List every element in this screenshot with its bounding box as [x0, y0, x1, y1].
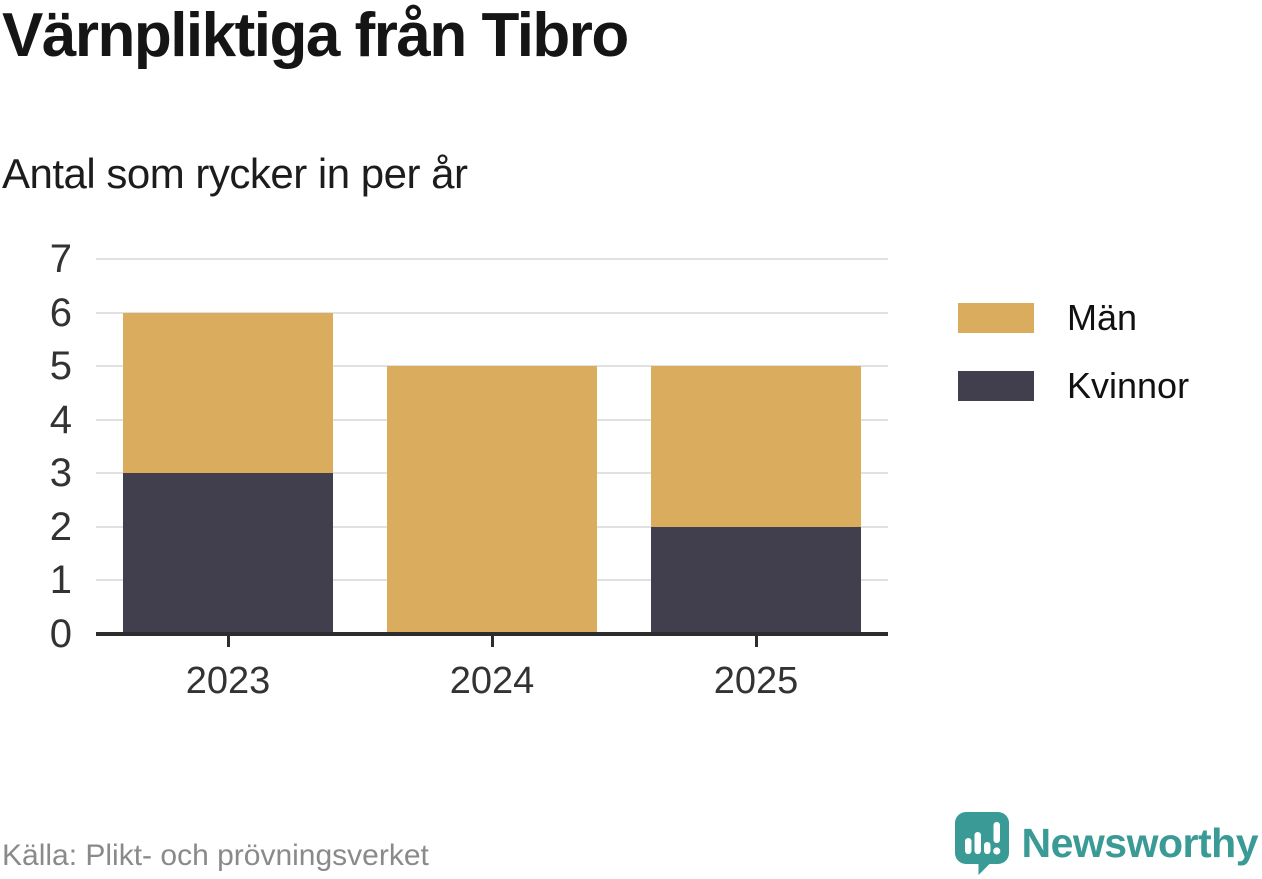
y-tick-label: 2	[49, 504, 72, 549]
brand-logo: Newsworthy	[954, 811, 1259, 875]
bar-segment-kvinnor	[123, 473, 333, 634]
legend-row: Kvinnor	[958, 365, 1189, 407]
source-note: Källa: Plikt- och prövningsverket	[2, 839, 429, 872]
chart-title: Värnpliktiga från Tibro	[2, 1, 629, 70]
y-tick-label: 0	[49, 612, 72, 656]
newsworthy-speech-bubble-chart-icon	[954, 812, 1009, 875]
x-tick-label: 2023	[185, 660, 271, 702]
y-gridline	[96, 258, 888, 260]
legend-swatch	[958, 303, 1034, 333]
legend-label: Kvinnor	[1067, 365, 1190, 406]
legend: Män Kvinnor	[958, 297, 1189, 433]
brand-wordmark: Newsworthy	[1021, 819, 1259, 866]
legend-swatch	[958, 371, 1034, 401]
y-tick-label: 6	[49, 290, 72, 335]
legend-row: Män	[958, 297, 1189, 339]
x-tick-mark	[226, 636, 230, 647]
x-tick-mark	[754, 636, 758, 647]
bar-segment-män	[387, 366, 597, 634]
y-tick-label: 3	[49, 451, 72, 496]
bar-segment-män	[123, 312, 333, 474]
chart-subtitle: Antal som rycker in per år	[2, 150, 468, 197]
y-gridline	[96, 311, 888, 314]
y-tick-label: 5	[49, 344, 72, 389]
x-tick-label: 2024	[449, 660, 535, 702]
bar-segment-män	[651, 366, 861, 527]
y-tick-label: 4	[49, 397, 72, 442]
x-axis-line	[96, 632, 888, 636]
y-tick-label: 7	[49, 237, 72, 281]
x-tick-mark	[490, 636, 494, 647]
y-tick-label: 1	[49, 558, 72, 603]
x-tick-label: 2025	[713, 660, 799, 702]
bar-segment-kvinnor	[651, 526, 861, 634]
legend-label: Män	[1067, 297, 1138, 338]
